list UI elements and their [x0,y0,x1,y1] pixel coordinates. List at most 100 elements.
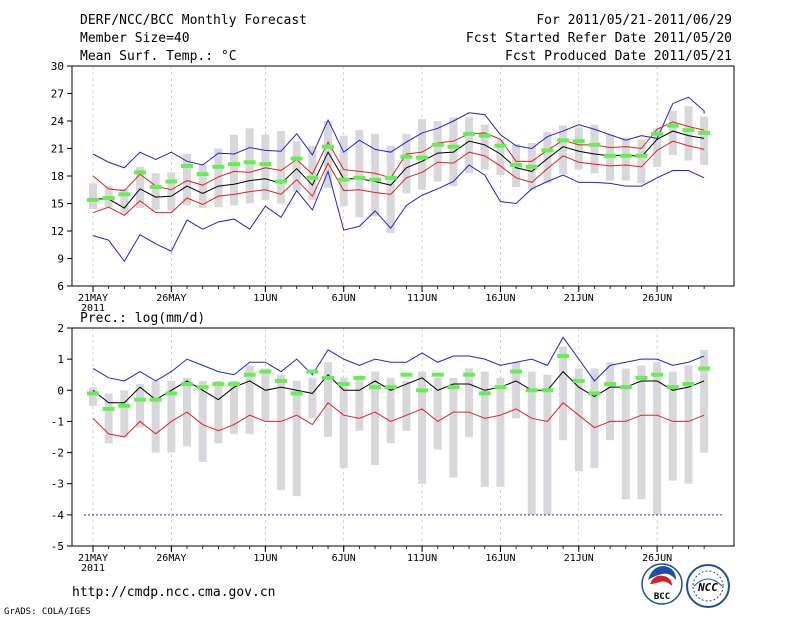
spread-box [230,134,239,206]
spread-box [418,119,427,190]
spread-box [324,121,333,188]
spread-box [433,121,442,182]
bcc-logo: BCC [641,563,683,605]
spread-box [684,365,693,484]
spread-box [339,135,348,207]
spread-box [684,106,693,161]
spread-box [167,380,176,453]
ncc-logo-text: NCC [697,581,718,594]
series-mean-line [93,130,705,209]
spread-box [292,380,301,497]
x-tick-label: 11JUN [407,553,437,564]
spread-box [355,130,364,218]
produced-date: Fcst Produced Date 2011/05/21 [505,49,732,64]
spread-box [104,393,113,444]
x-tick-year: 2011 [81,303,105,314]
chart-title: DERF/NCC/BCC Monthly Forecast [80,13,307,28]
spread-box [574,127,583,170]
spread-box [590,368,599,469]
y-tick-label: 18 [51,170,64,183]
x-tick-label: 1JUN [253,553,277,564]
spread-box [89,183,97,209]
spread-box [480,124,489,170]
spread-box [402,133,411,194]
spread-box [371,133,380,217]
spread-box [512,362,521,419]
spread-box [324,362,333,437]
spread-box [355,377,364,431]
y-tick-label: 12 [51,225,64,238]
spread-box [214,148,223,208]
y-tick-label: 21 [51,143,64,156]
spread-box [89,387,97,406]
series-lower-line [92,402,705,438]
spread-box [245,128,254,204]
spread-box [433,377,442,450]
spread-box [198,164,207,209]
spread-box [449,377,458,478]
spread-box [402,380,411,431]
spread-box [418,371,427,484]
precip-title: Prec.: log(mm/d) [80,311,205,326]
x-tick-year: 2011 [81,563,105,574]
spread-box [292,141,301,192]
spread-box [214,380,223,444]
spread-box [465,117,474,174]
series-min-line [92,164,705,263]
spread-box [621,368,630,500]
spread-box [543,374,552,515]
spread-box [606,362,615,441]
spread-box [668,110,677,155]
spread-box [496,139,505,176]
x-tick-label: 26MAY [156,553,186,564]
x-tick-label: 11JUN [407,293,437,304]
spread-box [120,390,129,437]
y-tick-label: 15 [51,198,64,211]
spread-box [653,362,662,515]
y-tick-label: -4 [51,509,65,522]
variable-label: Mean Surf. Temp.: °C [80,49,237,64]
ncc-logo: NCC [686,564,730,608]
y-tick-label: 6 [57,280,64,293]
spread-box [120,188,129,215]
grads-credit: GrADS: COLA/IGES [4,607,91,617]
y-tick-label: 24 [51,115,65,128]
spread-box [151,380,160,453]
y-tick-label: -1 [51,415,64,428]
spread-box [386,145,395,233]
spread-box [183,154,192,206]
spread-box [465,368,474,437]
spread-box [136,384,145,428]
spread-box [653,128,662,167]
spread-box [339,377,348,469]
spread-box [277,374,286,490]
footer-url[interactable]: http://cmdp.ncc.cma.gov.cn [72,585,276,600]
spread-box [277,131,286,204]
spread-box [637,365,646,500]
spread-box [668,371,677,481]
x-tick-label: 26MAY [156,293,186,304]
x-tick-label: 6JUN [332,553,356,564]
spread-box [245,365,254,434]
x-tick-label: 1JUN [253,293,277,304]
x-tick-label: 21JUN [564,553,594,564]
spread-box [151,173,160,210]
ncc-logo-inner-ring [692,570,724,602]
y-tick-label: 0 [57,384,64,397]
spread-box [167,172,176,211]
x-tick-label: 21JUN [564,293,594,304]
bcc-logo-swoosh-red [650,575,672,586]
spread-box [371,371,380,466]
spread-box [559,125,568,175]
spread-box [637,139,646,184]
spread-box [230,380,239,434]
y-tick-label: 9 [57,253,64,266]
x-tick-label: 26JUN [642,293,672,304]
series-mean-line [92,370,705,404]
spread-box [136,166,145,209]
spread-box [261,368,270,422]
y-tick-label: 30 [51,60,64,73]
